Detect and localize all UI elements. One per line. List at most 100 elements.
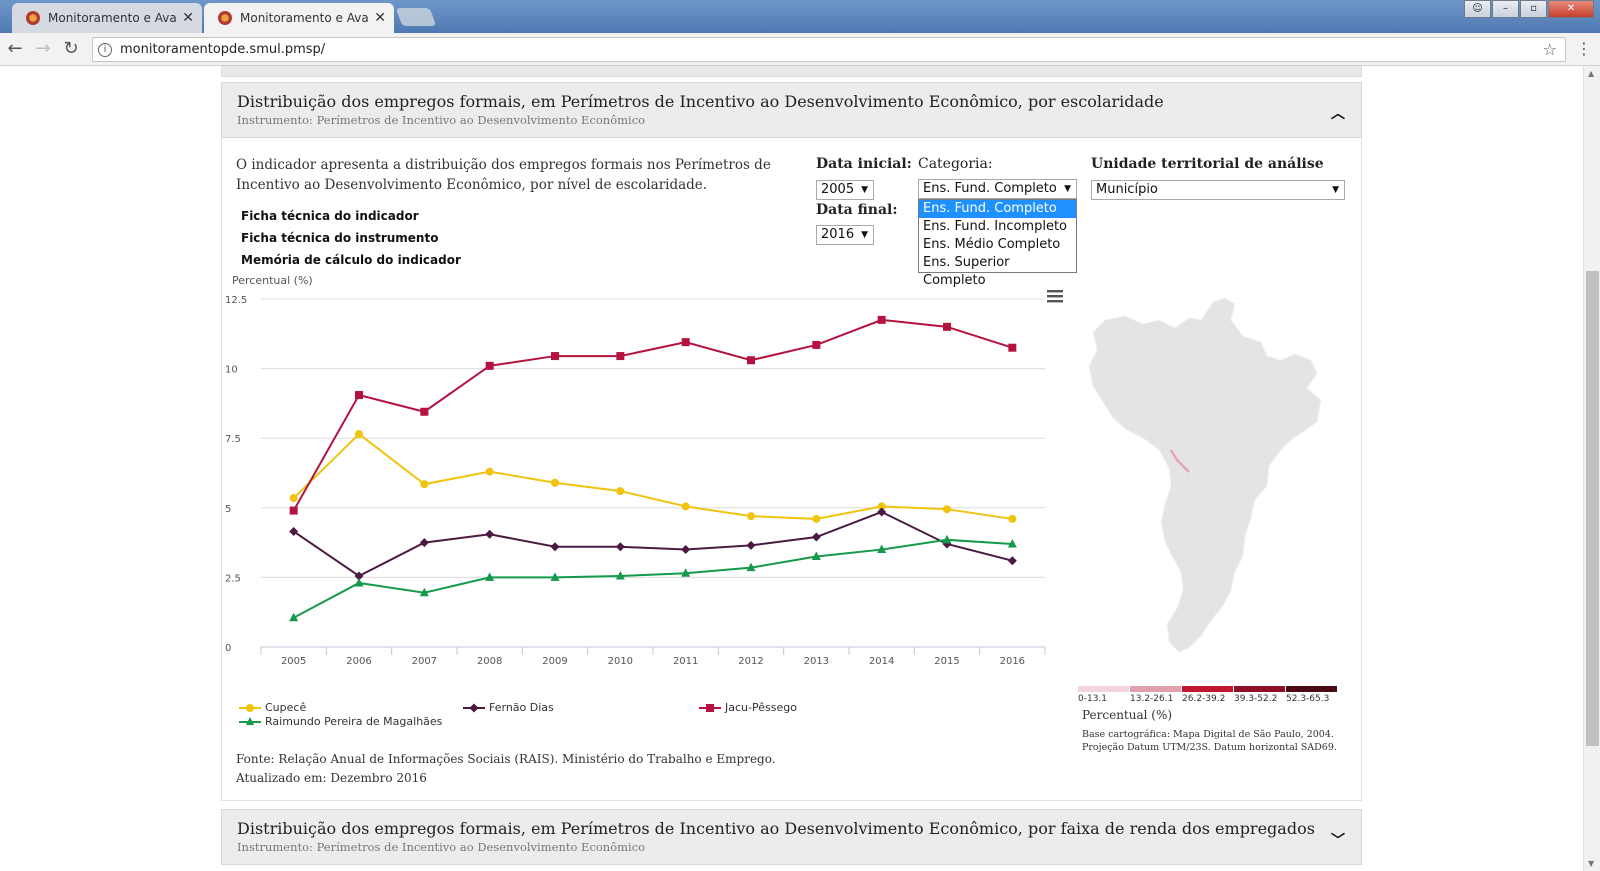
next-indicator-panel-header[interactable]: Distribuição dos empregos formais, em Pe…: [221, 809, 1362, 865]
chevron-up-icon[interactable]: ︿: [1331, 106, 1345, 122]
map-unit-label: Percentual (%): [1082, 708, 1173, 722]
tab-title: Monitoramento e Avaliaç: [48, 11, 177, 25]
unidade-territorial-select[interactable]: Município ▼: [1091, 180, 1345, 200]
maximize-icon[interactable]: ▫: [1520, 0, 1547, 18]
map-note-line: Base cartográfica: Mapa Digital de São P…: [1082, 729, 1334, 740]
reload-icon[interactable]: ↻: [63, 38, 79, 59]
data-point: [419, 538, 429, 548]
close-tab-icon[interactable]: ✕: [374, 10, 386, 26]
series-line: [292, 432, 1013, 520]
caret-down-icon: ▼: [1064, 184, 1071, 194]
panel-instrument: Instrumento: Perímetros de Incentivo ao …: [237, 113, 646, 127]
categoria-select[interactable]: Ens. Fund. Completo ▼: [918, 179, 1077, 199]
link-ficha-indicador[interactable]: Ficha técnica do indicador: [241, 209, 419, 223]
x-tick-label: 2012: [738, 656, 763, 667]
x-tick-label: 2006: [346, 656, 371, 667]
forward-icon[interactable]: →: [35, 38, 51, 59]
data-point: [877, 502, 886, 511]
categoria-option[interactable]: Ens. Fund. Incompleto: [923, 219, 1068, 234]
browser-tab-1[interactable]: Monitoramento e Avaliaç ✕: [12, 3, 202, 33]
data-point: [616, 487, 625, 496]
municipality-shape[interactable]: [1088, 297, 1322, 653]
data-point: [616, 352, 625, 361]
map-legend-class: 39.3-52.2: [1234, 686, 1285, 704]
previous-panel-edge: [221, 66, 1362, 77]
data-point: [877, 544, 887, 554]
scroll-down-icon[interactable]: ▼: [1588, 859, 1595, 868]
window-controls: ☺ – ▫ ✕: [1464, 0, 1594, 18]
map-legend-class: 13.2-26.1: [1130, 686, 1181, 704]
data-point: [354, 577, 364, 587]
data-point: [550, 572, 560, 581]
legend-label: Fernão Dias: [489, 701, 554, 714]
legend-item-cupece[interactable]: Cupecê: [239, 701, 306, 714]
data-point: [419, 587, 429, 597]
data-point: [420, 480, 429, 489]
series-raimundo-pereira-de-magalhaes: [289, 534, 1017, 622]
data-point: [289, 612, 299, 622]
categoria-option[interactable]: Ens. Fund. Completo: [919, 200, 1076, 218]
source-text: Fonte: Relação Anual de Informações Soci…: [236, 752, 776, 766]
categoria-value: Ens. Fund. Completo: [923, 181, 1057, 196]
link-ficha-instrumento[interactable]: Ficha técnica do instrumento: [241, 231, 439, 245]
site-info-icon[interactable]: i: [98, 42, 112, 57]
chevron-down-icon[interactable]: ﹀: [1331, 833, 1345, 849]
browser-tab-2[interactable]: Monitoramento e Avaliaç ✕: [204, 3, 394, 33]
user-icon[interactable]: ☺: [1464, 0, 1491, 18]
y-tick-label: 0: [225, 643, 231, 654]
tab-title: Monitoramento e Avaliaç: [240, 11, 369, 25]
data-point: [812, 340, 821, 349]
y-axis-label: Percentual (%): [232, 275, 313, 287]
data-point: [747, 512, 755, 521]
chart-menu-icon[interactable]: [1047, 290, 1063, 303]
data-point: [354, 571, 364, 581]
site-favicon-icon: [218, 11, 232, 25]
panel-instrument: Instrumento: Perímetros de Incentivo ao …: [237, 840, 646, 854]
scrollbar-thumb[interactable]: [1586, 271, 1599, 746]
close-window-icon[interactable]: ✕: [1548, 0, 1594, 18]
data-point: [1008, 514, 1017, 523]
panel-title: Distribuição dos empregos formais, em Pe…: [237, 92, 1164, 111]
map-note: Base cartográfica: Mapa Digital de São P…: [1082, 728, 1337, 754]
new-tab-button[interactable]: [395, 8, 437, 26]
unidade-territorial-label: Unidade territorial de análise: [1091, 156, 1324, 172]
browser-menu-icon[interactable]: ⋮: [1576, 39, 1592, 58]
address-bar[interactable]: i monitoramentopde.smul.pmsp/ ☆: [92, 37, 1566, 62]
minimize-icon[interactable]: –: [1492, 0, 1519, 18]
data-point: [943, 505, 951, 514]
indicator-description: O indicador apresenta a distribuição dos…: [236, 157, 771, 193]
legend-item-fernao-dias[interactable]: Fernão Dias: [463, 701, 554, 714]
categoria-dropdown-list: Ens. Fund. Completo Ens. Fund. Incomplet…: [918, 199, 1077, 288]
map-note-line: Projeção Datum UTM/23S. Datum horizontal…: [1082, 742, 1337, 753]
data-point: [942, 534, 952, 544]
close-tab-icon[interactable]: ✕: [182, 10, 194, 26]
legend-item-jacu-pessego[interactable]: Jacu-Pêssego: [699, 701, 797, 714]
series-cupece: [289, 430, 1017, 523]
jacu-pessego-perimeter[interactable]: [1169, 449, 1190, 473]
data-point: [550, 542, 560, 552]
indicator-panel-header[interactable]: Distribuição dos empregos formais, em Pe…: [221, 82, 1362, 138]
back-icon[interactable]: ←: [7, 38, 23, 59]
categoria-option[interactable]: Ens. Superior Completo: [923, 255, 1010, 288]
data-point: [615, 571, 625, 580]
data-point: [681, 545, 691, 555]
sao-paulo-map[interactable]: [1085, 290, 1355, 660]
data-final-value: 2016: [821, 227, 855, 242]
url-text[interactable]: monitoramentopde.smul.pmsp/: [120, 42, 326, 57]
data-point: [551, 352, 559, 361]
data-point: [551, 478, 559, 487]
x-tick-label: 2005: [281, 656, 306, 667]
data-final-select[interactable]: 2016 ▼: [816, 225, 874, 245]
data-final-label: Data final:: [816, 202, 898, 218]
link-memoria-calculo[interactable]: Memória de cálculo do indicador: [241, 253, 461, 267]
data-point: [485, 529, 495, 539]
scroll-up-icon[interactable]: ▲: [1588, 69, 1595, 78]
data-point: [877, 507, 887, 517]
categoria-option[interactable]: Ens. Médio Completo: [923, 237, 1061, 252]
legend-label: Raimundo Pereira de Magalhães: [265, 715, 443, 728]
square-marker-icon: [699, 703, 721, 713]
bookmark-star-icon[interactable]: ☆: [1542, 40, 1557, 59]
data-inicial-select[interactable]: 2005 ▼: [816, 180, 874, 200]
legend-item-raimundo[interactable]: Raimundo Pereira de Magalhães: [239, 715, 442, 728]
page-scrollbar[interactable]: ▲ ▼: [1583, 66, 1600, 871]
